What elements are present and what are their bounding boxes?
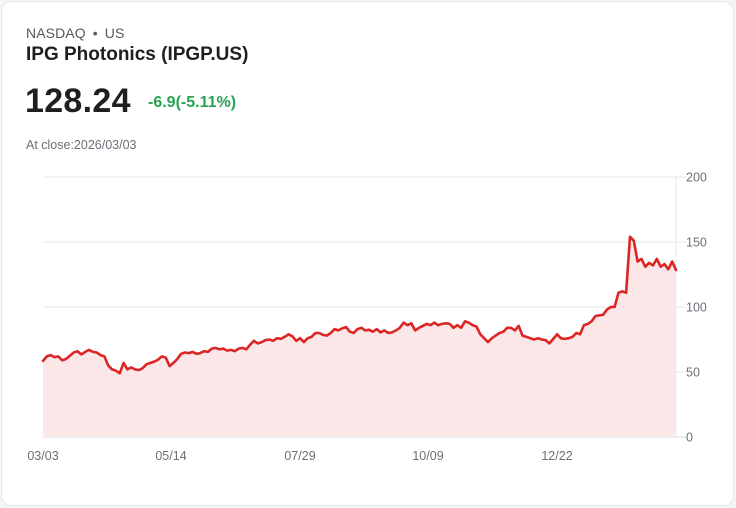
x-tick-label: 12/22	[541, 449, 572, 463]
y-tick-label: 50	[686, 366, 700, 380]
x-tick-label: 10/09	[412, 449, 443, 463]
exchange-name: NASDAQ	[26, 25, 86, 41]
y-tick-label: 150	[686, 236, 707, 250]
price-area-fill	[43, 236, 676, 437]
region: US	[104, 25, 125, 41]
exchange-line: NASDAQ • US	[26, 25, 124, 41]
x-tick-label: 07/29	[284, 449, 315, 463]
y-tick-label: 200	[686, 171, 707, 185]
price-change: -6.9(-5.11%)	[148, 94, 237, 111]
x-tick-label: 03/03	[27, 449, 58, 463]
y-tick-label: 100	[686, 301, 707, 315]
x-tick-label: 05/14	[155, 449, 186, 463]
close-date: At close:2026/03/03	[26, 138, 137, 152]
y-axis: 0 50 100 150 200	[686, 171, 707, 445]
x-axis: 03/03 05/14 07/29 10/09 12/22	[27, 449, 572, 463]
current-price: 128.24	[25, 82, 131, 120]
price-line	[41, 235, 678, 375]
stock-title: IPG Photonics (IPGP.US)	[26, 44, 249, 65]
y-tick-label: 0	[686, 431, 693, 445]
separator-dot: •	[92, 25, 98, 41]
